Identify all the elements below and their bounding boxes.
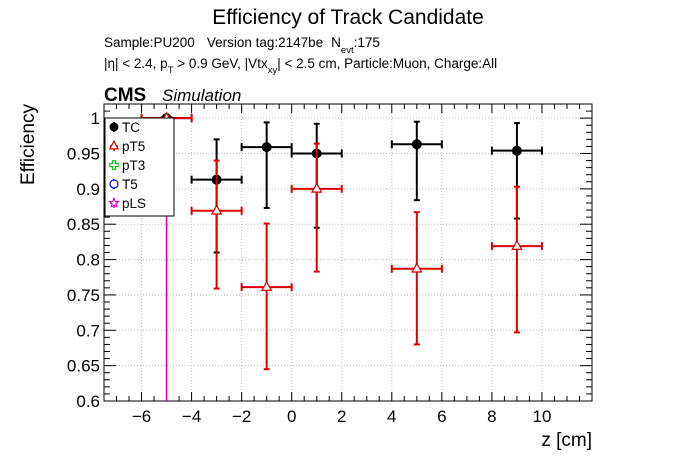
vtx-cut: | < 2.5 cm, Particle:Muon, Charge:All — [277, 56, 497, 71]
marker-T5 — [109, 179, 119, 189]
marker-TC — [411, 139, 422, 150]
x-tick-label: 8 — [487, 407, 496, 426]
legend-entry-pLS: pLS — [108, 196, 146, 211]
x-tick-label: −4 — [182, 407, 201, 426]
marker-pT3 — [109, 160, 119, 170]
y-tick-label: 0.65 — [67, 357, 100, 376]
x-tick-label: 10 — [532, 407, 551, 426]
version-tag: Version tag:2147be — [207, 35, 323, 50]
nevt-prefix: N — [331, 35, 341, 50]
y-tick-label: 0.75 — [67, 286, 100, 305]
x-tick-label: 0 — [287, 407, 296, 426]
legend-label: pT3 — [122, 158, 145, 173]
marker-pT5 — [260, 280, 273, 291]
y-tick-label: 0.95 — [67, 145, 100, 164]
x-tick-label: −6 — [132, 407, 151, 426]
grid — [104, 104, 592, 402]
x-tick-label: 2 — [337, 407, 346, 426]
x-tick-label: −2 — [232, 407, 251, 426]
info-line-1: Sample:PU200 Version tag:2147be Nevt:175 — [104, 35, 380, 56]
data-point-pT5 — [290, 142, 343, 273]
marker-pLS — [108, 196, 120, 208]
legend-entry-pT3: pT3 — [109, 158, 145, 173]
legend-label: T5 — [122, 177, 138, 192]
data-point-TC — [390, 120, 443, 202]
data-point-pT5 — [390, 211, 443, 346]
chart-title: Efficiency of Track Candidate — [212, 6, 484, 29]
data-points — [140, 111, 543, 401]
x-tick-label: 6 — [437, 407, 446, 426]
legend: TC pT5 pT3 T5 pLS — [104, 117, 175, 217]
y-tick-label: 0.6 — [76, 392, 100, 411]
legend-entry-T5: T5 — [109, 177, 138, 192]
legend-label: TC — [122, 120, 140, 135]
y-tick-label: 0.85 — [67, 215, 100, 234]
info-line-2: |η| < 2.4, pT > 0.9 GeV, |Vtxxy| < 2.5 c… — [104, 56, 497, 76]
marker-TC — [109, 122, 119, 132]
pt-subscript: T — [168, 65, 174, 76]
y-axis-label: Efficiency — [18, 104, 39, 185]
marker-pT5 — [210, 204, 223, 215]
eta-cut: |η| < 2.4, p — [104, 56, 168, 71]
y-tick-label: 1 — [91, 109, 100, 128]
legend-label: pT5 — [122, 139, 145, 154]
nevt-subscript: evt — [341, 45, 354, 56]
legend-label: pLS — [122, 196, 146, 211]
x-tick-label: 4 — [387, 407, 396, 426]
data-point-pT5 — [490, 185, 543, 334]
y-tick-label: 0.9 — [76, 180, 100, 199]
legend-entry-pT5: pT5 — [108, 139, 145, 154]
vtx-subscript: xy — [268, 65, 278, 76]
x-axis-label: z [cm] — [541, 430, 592, 451]
y-tick-label: 0.8 — [76, 251, 100, 270]
marker-pT5 — [311, 182, 323, 193]
marker-TC — [511, 145, 522, 156]
simulation-label: Simulation — [162, 86, 241, 105]
y-tick-label: 0.7 — [76, 321, 100, 340]
data-point-pT5 — [190, 159, 243, 290]
data-point-pT5 — [240, 222, 293, 371]
marker-pT5 — [108, 140, 120, 150]
marker-pT5 — [411, 262, 423, 273]
pt-cut: > 0.9 GeV, |Vtx — [174, 56, 268, 71]
legend-entry-TC: TC — [109, 120, 140, 135]
cms-label: CMS — [104, 85, 146, 106]
nevt-value: :175 — [354, 35, 380, 50]
marker-pT5 — [511, 239, 523, 250]
marker-TC — [261, 142, 272, 153]
data-point-TC — [240, 121, 293, 209]
sample-label: Sample:PU200 — [104, 35, 195, 50]
